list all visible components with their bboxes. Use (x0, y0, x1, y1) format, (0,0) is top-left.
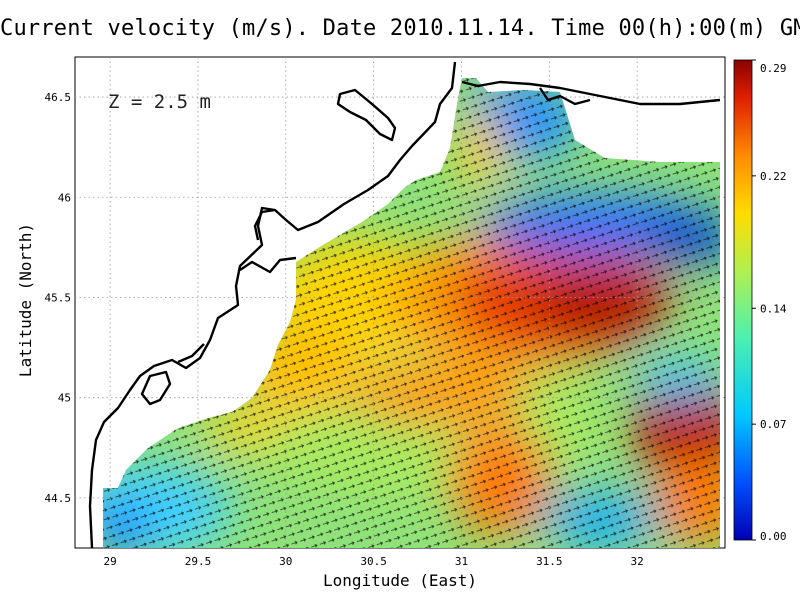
colorbar-tick-label: 0.22 (760, 170, 787, 183)
x-tick-label: 30 (279, 555, 292, 568)
colorbar-tick-labels: 0.00 0.07 0.14 0.22 0.29 (752, 59, 787, 543)
colorbar (733, 59, 753, 541)
x-tick-labels: 29 29.5 30 30.5 31 31.5 32 (104, 555, 644, 568)
y-tick-label: 44.5 (45, 492, 72, 505)
x-tick-label: 29 (104, 555, 117, 568)
colorbar-tick-label: 0.29 (760, 62, 787, 75)
y-tick-labels: 44.5 45 45.5 46 46.5 (45, 91, 72, 505)
y-tick-label: 46 (58, 191, 71, 204)
x-tick-label: 30.5 (360, 555, 387, 568)
x-tick-label: 29.5 (185, 555, 212, 568)
grid-lines (75, 57, 725, 548)
y-tick-label: 45.5 (45, 291, 72, 304)
coastline (88, 61, 721, 549)
x-tick-label: 31 (455, 555, 468, 568)
chart-title: Current velocity (m/s). Date 2010.11.14.… (0, 16, 800, 41)
x-tick-label: 32 (631, 555, 644, 568)
x-axis-label: Longitude (East) (323, 571, 477, 590)
colorbar-tick-label: 0.07 (760, 418, 787, 431)
depth-label: Z = 2.5 m (108, 91, 211, 113)
colorbar-tick-label: 0.14 (760, 302, 787, 315)
x-tick-label: 31.5 (536, 555, 563, 568)
colorbar-tick-label: 0.00 (760, 530, 787, 543)
y-tick-label: 45 (58, 392, 71, 405)
y-axis-label: Latitude (North) (16, 223, 35, 377)
y-tick-label: 46.5 (45, 91, 72, 104)
